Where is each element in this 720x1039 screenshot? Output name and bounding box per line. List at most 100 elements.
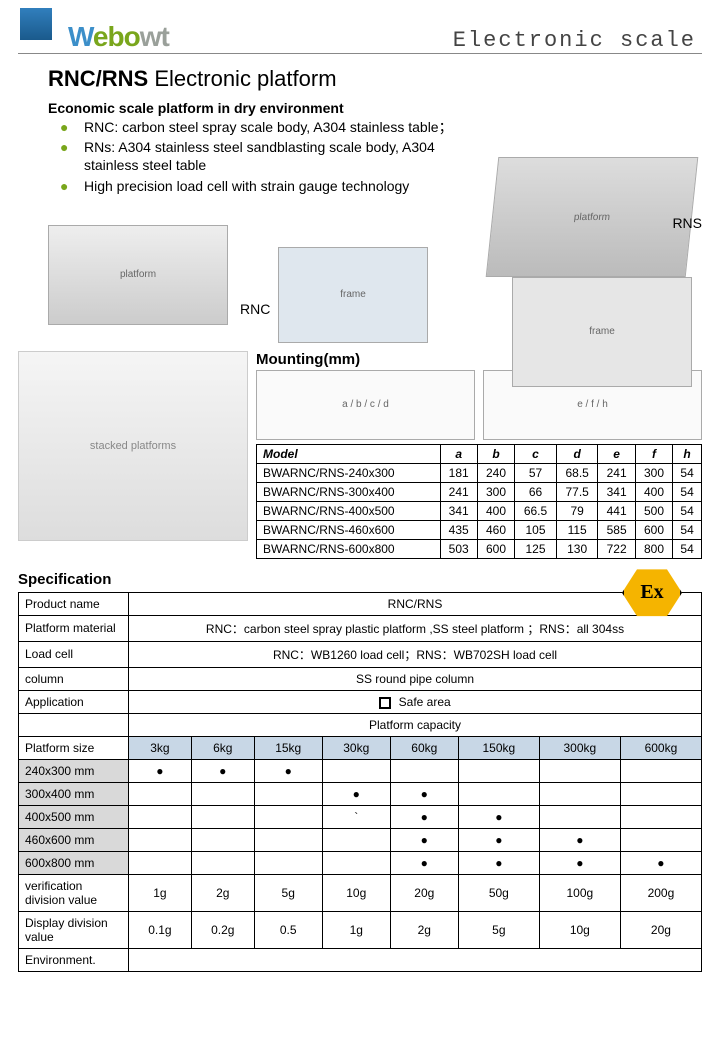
- mounting-cell: 400: [635, 482, 672, 501]
- product-image-rnc: platform: [48, 225, 228, 325]
- mounting-cell: 400: [477, 501, 514, 520]
- capacity-row: 300x400 mm●●: [19, 782, 702, 805]
- capacity-header-row: Platform size3kg6kg15kg30kg60kg150kg300k…: [19, 736, 702, 759]
- bullet-item: RNC: carbon steel spray scale body, A304…: [60, 118, 478, 136]
- capacity-cell: [191, 828, 254, 851]
- spec-row: columnSS round pipe column: [19, 667, 702, 690]
- capacity-header: 3kg: [129, 736, 192, 759]
- logo-ebo: ebo: [93, 21, 140, 52]
- mounting-row: BWARNC/RNS-240x3001812405768.524130054: [257, 463, 702, 482]
- mounting-col-header: b: [477, 444, 514, 463]
- division-value: 10g: [539, 911, 620, 948]
- spec-row: Application Safe area: [19, 690, 702, 713]
- mounting-col-header: a: [440, 444, 477, 463]
- mounting-cell: BWARNC/RNS-240x300: [257, 463, 441, 482]
- capacity-cell: ●: [390, 851, 458, 874]
- capacity-row: 400x500 mm`●●: [19, 805, 702, 828]
- capacity-cell: [620, 782, 701, 805]
- capacity-cell: ●: [620, 851, 701, 874]
- spec-row: Platform materialRNC：carbon steel spray …: [19, 615, 702, 641]
- capacity-cell: ●: [191, 759, 254, 782]
- capacity-cell: [254, 851, 322, 874]
- mounting-cell: 68.5: [556, 463, 598, 482]
- mounting-cell: 500: [635, 501, 672, 520]
- mounting-cell: 125: [515, 539, 557, 558]
- mounting-col-header: e: [598, 444, 635, 463]
- division-value: 10g: [322, 874, 390, 911]
- product-image-frame-steel: frame: [512, 277, 692, 387]
- mounting-cell: 115: [556, 520, 598, 539]
- mounting-cell: 54: [673, 501, 702, 520]
- capacity-cell: [254, 805, 322, 828]
- spec-label: Load cell: [19, 641, 129, 667]
- mounting-cell: 130: [556, 539, 598, 558]
- accent-bar: [20, 8, 52, 40]
- capacity-cell: [390, 759, 458, 782]
- mounting-cell: 54: [673, 539, 702, 558]
- subtitle: Economic scale platform in dry environme…: [18, 100, 702, 116]
- mounting-row: BWARNC/RNS-600x80050360012513072280054: [257, 539, 702, 558]
- mounting-cell: 57: [515, 463, 557, 482]
- mounting-row: BWARNC/RNS-460x60043546010511558560054: [257, 520, 702, 539]
- mounting-cell: 240: [477, 463, 514, 482]
- mounting-col-header: c: [515, 444, 557, 463]
- division-value: 0.1g: [129, 911, 192, 948]
- capacity-cell: [129, 851, 192, 874]
- division-value: 2g: [191, 874, 254, 911]
- capacity-cell: [539, 782, 620, 805]
- division-value: 50g: [458, 874, 539, 911]
- capacity-cell: [620, 805, 701, 828]
- empty-cell: [19, 713, 129, 736]
- mounting-cell: 241: [440, 482, 477, 501]
- mounting-row: BWARNC/RNS-400x50034140066.57944150054: [257, 501, 702, 520]
- mounting-col-header: d: [556, 444, 598, 463]
- mounting-col-header: h: [673, 444, 702, 463]
- division-label: verification division value: [19, 874, 129, 911]
- capacity-cell: ●: [322, 782, 390, 805]
- spec-value: RNC：WB1260 load cell；RNS：WB702SH load ce…: [129, 641, 702, 667]
- division-value: 5g: [458, 911, 539, 948]
- mounting-cell: 54: [673, 463, 702, 482]
- capacity-cell: [129, 782, 192, 805]
- mounting-cell: 79: [556, 501, 598, 520]
- capacity-title: Platform capacity: [129, 713, 702, 736]
- capacity-cell: ●: [129, 759, 192, 782]
- capacity-header: 6kg: [191, 736, 254, 759]
- capacity-cell: [191, 782, 254, 805]
- product-images: platform RNS platform RNC frame frame: [18, 197, 702, 347]
- capacity-cell: [191, 805, 254, 828]
- mounting-cell: 66: [515, 482, 557, 501]
- capacity-cell: ●: [539, 851, 620, 874]
- ex-icon: Ex: [622, 567, 682, 619]
- spec-value: RNC/RNS: [129, 592, 702, 615]
- mounting-cell: 54: [673, 482, 702, 501]
- mounting-cell: 503: [440, 539, 477, 558]
- mounting-col-header: Model: [257, 444, 441, 463]
- mounting-cell: 460: [477, 520, 514, 539]
- capacity-cell: ●: [390, 782, 458, 805]
- mounting-cell: 722: [598, 539, 635, 558]
- division-value: 0.5: [254, 911, 322, 948]
- spec-row: Load cellRNC：WB1260 load cell；RNS：WB702S…: [19, 641, 702, 667]
- ex-badge: Ex: [622, 567, 682, 619]
- spec-value: RNC：carbon steel spray plastic platform …: [129, 615, 702, 641]
- spec-label: column: [19, 667, 129, 690]
- division-label: Display division value: [19, 911, 129, 948]
- mounting-cell: 441: [598, 501, 635, 520]
- safe-area-icon: [379, 697, 391, 709]
- mounting-cell: 300: [635, 463, 672, 482]
- environment-value: [129, 948, 702, 971]
- specification-table: Product nameRNC/RNSPlatform materialRNC：…: [18, 592, 702, 972]
- size-cell: 600x800 mm: [19, 851, 129, 874]
- spec-value: Safe area: [129, 690, 702, 713]
- mounting-cell: 800: [635, 539, 672, 558]
- stacked-platforms-image: stacked platforms: [18, 351, 248, 541]
- spec-label: Product name: [19, 592, 129, 615]
- size-cell: 400x500 mm: [19, 805, 129, 828]
- page-title: RNC/RNS Electronic platform: [18, 66, 702, 92]
- division-value: 20g: [620, 911, 701, 948]
- mounting-cell: 341: [440, 501, 477, 520]
- mounting-cell: 181: [440, 463, 477, 482]
- spec-value: SS round pipe column: [129, 667, 702, 690]
- capacity-row: 600x800 mm●●●●: [19, 851, 702, 874]
